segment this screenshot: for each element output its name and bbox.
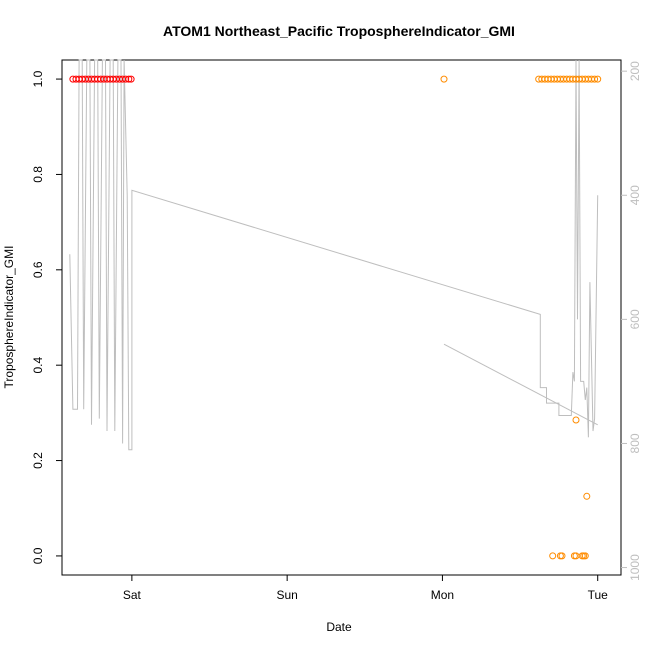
x-tick-label: Mon — [431, 588, 454, 602]
profile-line — [69, 59, 599, 451]
y-axis-label: TroposphereIndicator_GMI — [2, 246, 16, 389]
y2-tick-label: 800 — [628, 433, 642, 453]
y-tick-label: 0.0 — [31, 547, 45, 564]
profile-line-layer — [69, 59, 599, 451]
data-point — [558, 552, 566, 560]
profile-line-segment — [443, 343, 598, 426]
y-tick-label: 0.2 — [31, 452, 45, 469]
data-point — [594, 75, 602, 83]
x-axis-label: Date — [326, 620, 352, 634]
y-tick-label: 0.4 — [31, 357, 45, 374]
left-axis: 0.0 0.2 0.4 0.6 0.8 1.0 — [31, 70, 62, 564]
y2-tick-label: 1000 — [628, 554, 642, 581]
y-tick-label: 0.8 — [31, 166, 45, 183]
y-tick-label: 0.6 — [31, 261, 45, 278]
data-point — [549, 552, 557, 560]
y-tick-label: 1.0 — [31, 70, 45, 87]
data-point — [591, 75, 599, 83]
x-tick-label: Sat — [123, 588, 142, 602]
data-point — [581, 552, 589, 560]
y2-tick-label: 200 — [628, 61, 642, 81]
data-point — [440, 75, 448, 83]
y2-tick-label: 600 — [628, 309, 642, 329]
plot-frame — [61, 59, 622, 576]
points-layer — [69, 75, 602, 560]
bottom-axis: Sat Sun Mon Tue — [123, 575, 608, 602]
data-point — [122, 75, 130, 83]
x-tick-label: Tue — [588, 588, 609, 602]
right-axis: 200 400 600 800 1000 — [621, 61, 642, 581]
x-tick-label: Sun — [276, 588, 297, 602]
data-point — [583, 492, 591, 500]
y2-tick-label: 400 — [628, 185, 642, 205]
data-point — [572, 416, 580, 424]
data-point — [125, 75, 133, 83]
data-point — [127, 75, 135, 83]
chart-title: ATOM1 Northeast_Pacific TroposphereIndic… — [163, 23, 515, 39]
